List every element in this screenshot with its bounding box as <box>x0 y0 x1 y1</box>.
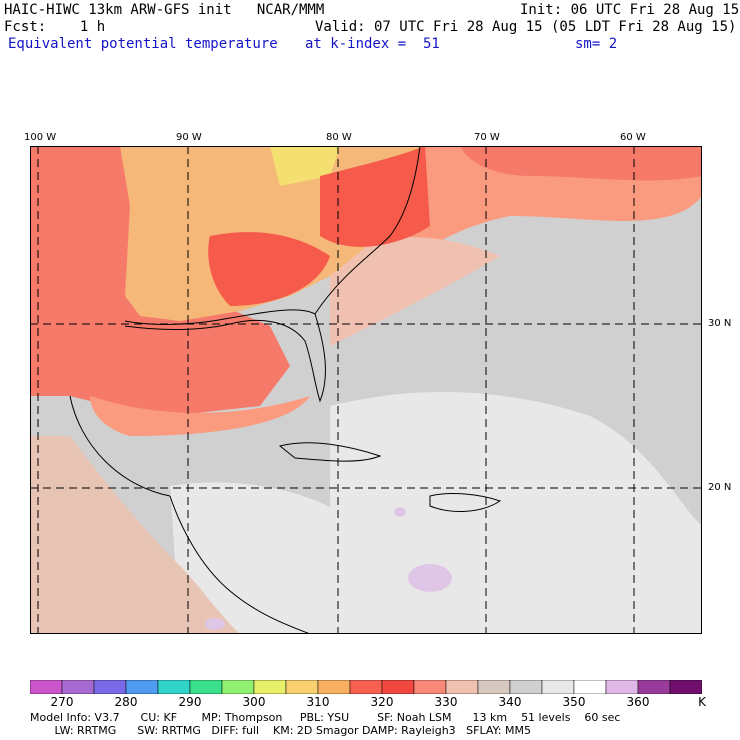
se-coast-peach-band <box>330 237 500 346</box>
colorbar-tick-label: 310 <box>306 695 330 709</box>
model-info-line1: Model Info: V3.7 CU: KF MP: Thompson PBL… <box>30 711 621 724</box>
cool-spot-2 <box>205 618 225 630</box>
field-name: Equivalent potential temperature <box>8 36 278 52</box>
southeast-hot-pocket <box>208 232 330 306</box>
k-index-label: at k-index = 51 <box>305 36 440 52</box>
colorbar-swatch <box>637 680 671 694</box>
colorbar-swatch <box>413 680 447 694</box>
smoothing-label: sm= 2 <box>575 36 618 52</box>
cuba-outline <box>278 442 382 462</box>
lat-label-30n: 30 N <box>708 318 732 329</box>
colorbar-swatch <box>285 680 319 694</box>
colorbar-tick-label: 340 <box>498 695 522 709</box>
colorbar-swatch <box>317 680 351 694</box>
colorbar-swatch <box>221 680 255 694</box>
colorbar-swatch <box>445 680 479 694</box>
lon-label-100w: 100 W <box>24 132 57 143</box>
atlantic-coastline <box>314 146 421 315</box>
colorbar-swatch <box>189 680 223 694</box>
forecast-hour: Fcst: 1 h <box>4 19 106 35</box>
colorbar-tick-label: 270 <box>50 695 74 709</box>
colorbar-tick-label: 320 <box>370 695 394 709</box>
graticule <box>30 146 702 634</box>
carolina-hot-pocket <box>320 146 430 247</box>
theta-e-map <box>30 146 702 634</box>
colorbar-tick-label: 290 <box>178 695 202 709</box>
colorbar-swatch <box>125 680 159 694</box>
lon-label-80w: 80 W <box>326 132 352 143</box>
colorbar-tick-label: 280 <box>114 695 138 709</box>
colorbar-swatch <box>157 680 191 694</box>
colorbar-swatch <box>605 680 639 694</box>
colorbar-swatch <box>253 680 287 694</box>
init-time: Init: 06 UTC Fri 28 Aug 15 <box>520 2 740 18</box>
colorbar-swatch <box>669 680 702 694</box>
colorbar-swatch <box>30 680 63 694</box>
map-panel <box>30 146 702 634</box>
mexico-peach-region <box>30 436 240 634</box>
lat-label-20n: 20 N <box>708 482 732 493</box>
hispaniola-outline <box>429 493 502 512</box>
cool-spot-3 <box>394 507 406 517</box>
central-light-field <box>170 482 360 634</box>
valid-time: Valid: 07 UTC Fri 28 Aug 15 (05 LDT Fri … <box>315 19 737 35</box>
cool-spot-1 <box>408 564 452 592</box>
colorbar-tick-label: 330 <box>434 695 458 709</box>
colorbar-swatch <box>61 680 95 694</box>
model-title: HAIC-HIWC 13km ARW-GFS init NCAR/MMM <box>4 2 325 18</box>
texas-hot-region <box>30 146 150 216</box>
colorbar-swatch <box>509 680 543 694</box>
atlantic-hot-band <box>460 146 702 181</box>
colorbar-swatch <box>381 680 415 694</box>
colorbar-swatch <box>93 680 127 694</box>
lon-label-60w: 60 W <box>620 132 646 143</box>
model-info-line2: LW: RRTMG SW: RRTMG DIFF: full KM: 2D Sm… <box>30 724 531 737</box>
colorbar-tick-label: 350 <box>562 695 586 709</box>
colorbar-swatch <box>477 680 511 694</box>
lon-label-90w: 90 W <box>176 132 202 143</box>
colorbar-tick-label: 300 <box>242 695 266 709</box>
gulf-warm-edge <box>90 396 310 436</box>
colorbar-tick-label: 360 <box>626 695 650 709</box>
colorbar-swatch <box>349 680 383 694</box>
colorbar <box>30 680 702 694</box>
colorbar-swatch <box>573 680 607 694</box>
colorbar-tick-label: K <box>698 695 706 709</box>
lon-label-70w: 70 W <box>474 132 500 143</box>
colorbar-swatch <box>541 680 575 694</box>
mexico-gulf-coast <box>69 395 171 497</box>
map-frame <box>30 146 702 634</box>
central-america-coast <box>169 495 311 634</box>
